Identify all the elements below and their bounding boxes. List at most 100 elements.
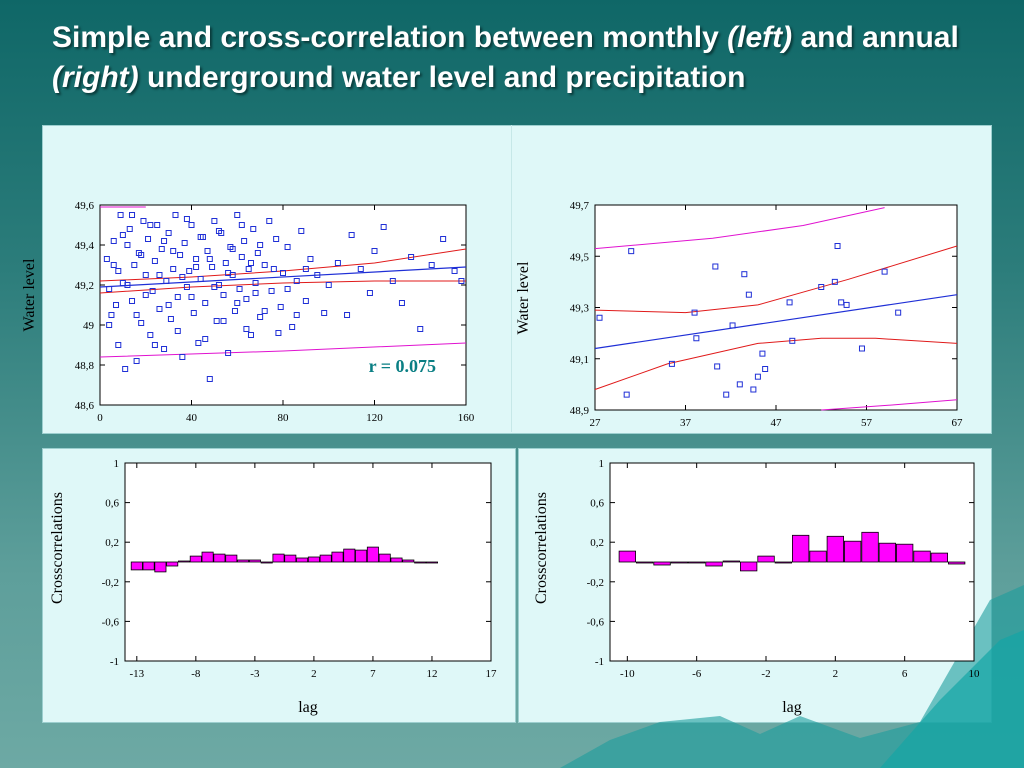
data-point — [186, 268, 193, 274]
crosscorrelation-bar — [896, 543, 914, 563]
y-tick-label: -0,6 — [587, 616, 605, 628]
y-tick-label: 49,4 — [75, 240, 95, 252]
data-point — [302, 266, 309, 272]
data-point — [257, 314, 264, 320]
crosscorrelation-bar — [177, 560, 190, 563]
panel-divider — [511, 125, 512, 432]
data-point — [161, 346, 168, 352]
data-point — [126, 226, 133, 232]
data-point — [215, 228, 222, 234]
data-point — [195, 340, 202, 346]
data-point — [759, 350, 766, 357]
data-point — [117, 212, 124, 218]
data-point — [220, 292, 227, 298]
data-point — [163, 278, 170, 284]
data-point — [257, 242, 264, 248]
data-point — [115, 342, 122, 348]
data-point — [754, 373, 761, 380]
crosscorrelation-bar — [390, 557, 403, 563]
y-tick-label: 49 — [83, 320, 95, 332]
data-point — [113, 302, 120, 308]
y-tick-label: 49,2 — [75, 280, 94, 292]
title-part-1: Simple and cross-correlation between mon… — [52, 21, 728, 54]
y-tick-label: -1 — [110, 656, 119, 668]
crosscorrelation-bar — [948, 561, 966, 565]
crosscorrelation-bar — [272, 553, 285, 563]
crosscorrelation-bar — [343, 548, 356, 563]
data-point — [165, 230, 172, 236]
crosscorrelation-bar — [425, 561, 438, 564]
data-point — [786, 299, 793, 306]
data-point — [138, 252, 145, 258]
data-point — [183, 216, 190, 222]
y-tick-label: -0,6 — [102, 616, 120, 628]
crosscorrelation-bar — [355, 549, 368, 563]
data-point — [229, 246, 236, 252]
crosscorrelation-bar — [722, 560, 740, 563]
x-tick-label: -6 — [692, 668, 702, 680]
x-tick-label: 6 — [902, 668, 908, 680]
data-point — [193, 256, 200, 262]
confidence-band-upper — [594, 245, 958, 314]
y-tick-label: 49,5 — [570, 251, 590, 263]
data-point — [762, 366, 769, 372]
data-point — [234, 300, 241, 306]
data-point — [188, 294, 195, 300]
crosscorrelation-bar — [366, 546, 379, 563]
data-point — [181, 240, 188, 246]
data-point — [741, 271, 748, 278]
data-point — [110, 238, 117, 244]
x-tick-label: 7 — [370, 668, 376, 680]
data-point — [161, 238, 168, 244]
data-point — [750, 386, 757, 393]
y-tick-label: 48,6 — [75, 400, 95, 412]
data-point — [723, 391, 730, 398]
data-point — [129, 212, 136, 218]
data-point — [302, 298, 309, 304]
data-point — [115, 268, 122, 274]
crosscorrelation-bar — [826, 535, 844, 563]
data-point — [133, 358, 140, 364]
crosscorrelation-bar — [861, 531, 879, 563]
crosscorrelation-bar — [618, 550, 636, 563]
data-point — [165, 302, 172, 308]
crosscorrelation-bar — [307, 556, 320, 563]
data-point — [236, 286, 243, 292]
data-point — [691, 309, 698, 316]
x-tick-label: 67 — [952, 417, 964, 429]
data-point — [174, 294, 181, 300]
data-point — [348, 232, 355, 238]
data-point — [156, 272, 163, 278]
y-tick-label: 48,9 — [570, 405, 590, 417]
data-point — [124, 282, 131, 288]
data-point — [818, 284, 825, 290]
data-point — [222, 260, 229, 266]
data-point — [440, 236, 447, 242]
data-point — [380, 224, 387, 230]
data-point — [745, 291, 752, 298]
y-tick-label: -0,2 — [587, 577, 604, 589]
data-point — [179, 274, 186, 280]
data-point — [147, 332, 154, 338]
confidence-band-lower — [99, 280, 466, 294]
chart-3 — [609, 462, 975, 662]
y-tick-label: 49,3 — [570, 303, 590, 315]
crosscorrelation-bar — [809, 550, 827, 563]
crosscorrelation-bar — [142, 561, 155, 571]
data-point — [789, 337, 796, 344]
data-point — [243, 326, 250, 332]
crosscorrelation-bar — [296, 557, 309, 563]
data-point — [202, 336, 209, 342]
data-point — [170, 248, 177, 254]
data-point — [298, 228, 305, 234]
data-point — [154, 222, 161, 228]
y-tick-label: 49,1 — [570, 354, 589, 366]
crosscorrelation-bar — [414, 561, 427, 564]
crosscorrelation-bar — [688, 561, 706, 564]
data-point — [858, 345, 865, 352]
data-point — [138, 320, 145, 326]
data-point — [202, 300, 209, 306]
x-tick-label: 47 — [771, 417, 783, 429]
data-point — [131, 262, 138, 268]
data-point — [167, 316, 174, 322]
